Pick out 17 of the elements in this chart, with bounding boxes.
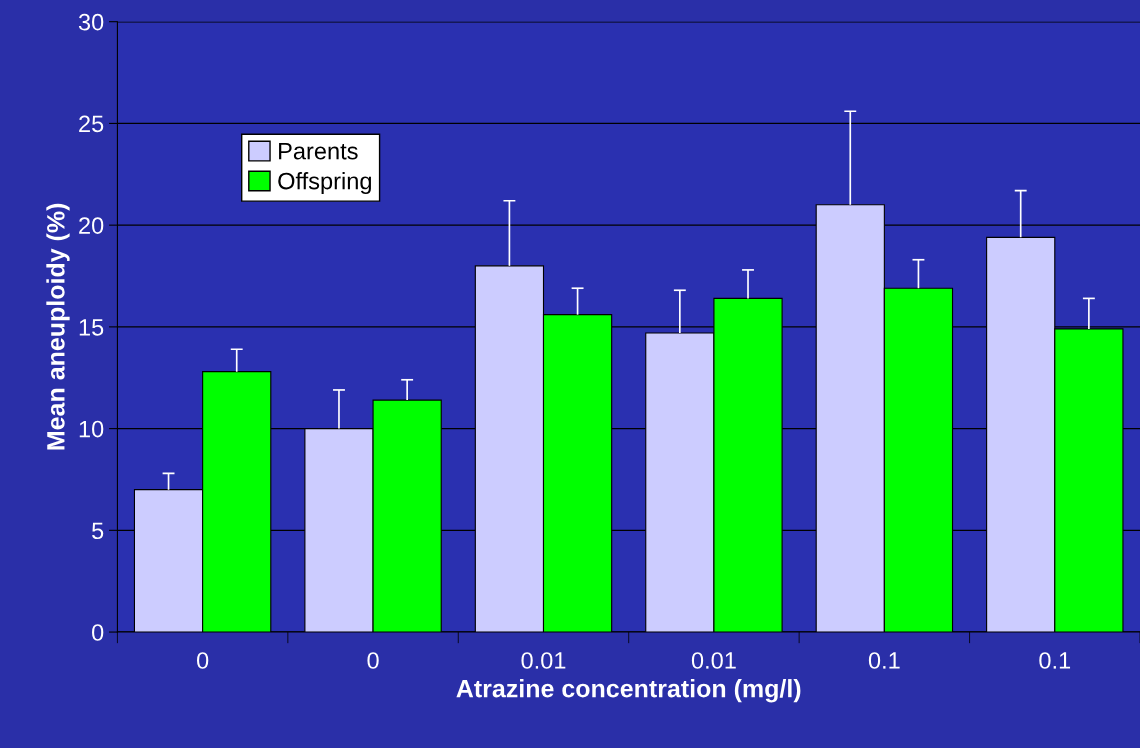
y-tick-label: 20 [79, 217, 104, 234]
x-axis-title: Atrazine concentration (mg/l) [456, 679, 801, 703]
x-tick-label: 0.01 [521, 652, 566, 669]
y-tick-label: 0 [92, 624, 104, 641]
y-tick-label: 10 [79, 420, 104, 438]
y-tick-label: 30 [78, 13, 104, 31]
x-tick-label: 0.1 [1039, 652, 1071, 669]
legend-label: Parents [279, 142, 358, 160]
x-tick-label: 0 [196, 652, 209, 669]
y-tick-label: 25 [79, 115, 104, 133]
y-axis-title: Mean aneuploidy (%) [46, 203, 70, 450]
x-tick-label: 0.01 [691, 652, 736, 669]
legend-label: Offspring [278, 172, 371, 195]
x-tick-label: 0 [367, 652, 379, 669]
y-tick-label: 15 [79, 319, 104, 336]
y-tick-label: 5 [92, 522, 104, 540]
x-tick-label: 0.1 [868, 652, 900, 669]
